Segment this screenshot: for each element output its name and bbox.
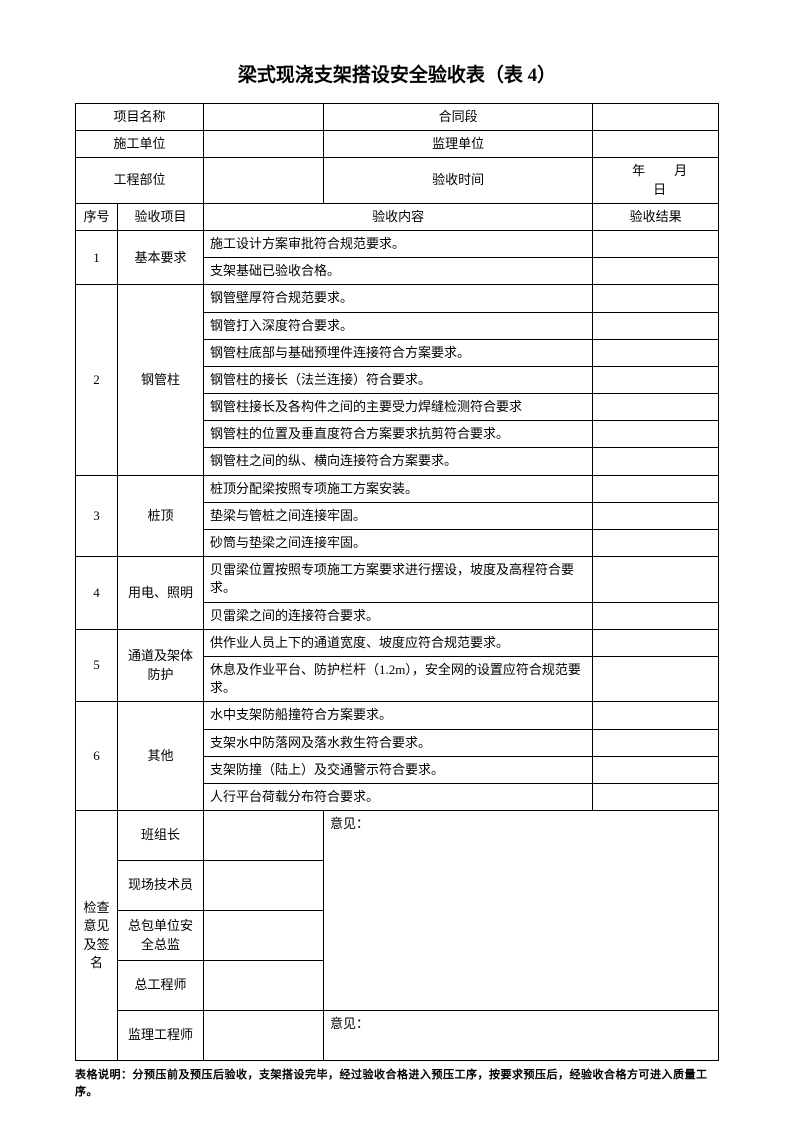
contract-section-label: 合同段	[324, 104, 593, 131]
content-cell: 休息及作业平台、防护栏杆（1.2m），安全网的设置应符合规范要求。	[204, 656, 593, 701]
contractor-safety-value	[204, 911, 324, 961]
site-tech-value	[204, 861, 324, 911]
content-cell: 钢管壁厚符合规范要求。	[204, 285, 593, 312]
table-row: 2 钢管柱 钢管壁厚符合规范要求。	[76, 285, 719, 312]
result-cell	[593, 629, 719, 656]
result-cell	[593, 702, 719, 729]
result-cell	[593, 729, 719, 756]
result-cell	[593, 230, 719, 257]
column-header-row: 序号 验收项目 验收内容 验收结果	[76, 203, 719, 230]
chief-engineer-label: 总工程师	[118, 961, 204, 1011]
content-cell: 水中支架防船撞符合方案要求。	[204, 702, 593, 729]
opinion-cell-2: 意见：	[324, 1011, 719, 1061]
content-cell: 钢管柱的位置及垂直度符合方案要求抗剪符合要求。	[204, 421, 593, 448]
content-cell: 贝雷梁位置按照专项施工方案要求进行摆设，坡度及高程符合要求。	[204, 557, 593, 602]
col-result: 验收结果	[593, 203, 719, 230]
content-cell: 施工设计方案审批符合规范要求。	[204, 230, 593, 257]
seq-cell: 1	[76, 230, 118, 284]
supervisor-engineer-label: 监理工程师	[118, 1011, 204, 1061]
col-item: 验收项目	[118, 203, 204, 230]
footnote: 表格说明：分预压前及预压后验收，支架搭设完毕，经过验收合格进入预压工序，按要求预…	[75, 1067, 719, 1100]
table-row: 3 桩顶 桩顶分配梁按照专项施工方案安装。	[76, 475, 719, 502]
content-cell: 桩顶分配梁按照专项施工方案安装。	[204, 475, 593, 502]
content-cell: 钢管柱底部与基础预埋件连接符合方案要求。	[204, 339, 593, 366]
item-cell: 基本要求	[118, 230, 204, 284]
content-cell: 钢管柱之间的纵、横向连接符合方案要求。	[204, 448, 593, 475]
seq-cell: 4	[76, 557, 118, 630]
result-cell	[593, 258, 719, 285]
acceptance-table: 项目名称 合同段 施工单位 监理单位 工程部位 验收时间 年 月 日 序号 验收…	[75, 103, 719, 1061]
result-cell	[593, 602, 719, 629]
content-cell: 钢管柱的接长（法兰连接）符合要求。	[204, 366, 593, 393]
result-cell	[593, 285, 719, 312]
supervisor-engineer-value	[204, 1011, 324, 1061]
contractor-safety-label: 总包单位安全总监	[118, 911, 204, 961]
table-row: 5 通道及架体防护 供作业人员上下的通道宽度、坡度应符合规范要求。	[76, 629, 719, 656]
construction-unit-value	[204, 131, 324, 158]
content-cell: 垫梁与管桩之间连接牢固。	[204, 502, 593, 529]
result-cell	[593, 656, 719, 701]
content-cell: 钢管柱接长及各构件之间的主要受力焊缝检测符合要求	[204, 394, 593, 421]
team-leader-label: 班组长	[118, 811, 204, 861]
table-row: 6 其他 水中支架防船撞符合方案要求。	[76, 702, 719, 729]
item-cell: 钢管柱	[118, 285, 204, 475]
result-cell	[593, 421, 719, 448]
header-row-3: 工程部位 验收时间 年 月 日	[76, 158, 719, 203]
result-cell	[593, 448, 719, 475]
page-title: 梁式现浇支架搭设安全验收表（表 4）	[75, 60, 719, 87]
signature-group-label: 检查意见及签名	[76, 811, 118, 1061]
result-cell	[593, 783, 719, 810]
col-content: 验收内容	[204, 203, 593, 230]
item-cell: 通道及架体防护	[118, 629, 204, 702]
result-cell	[593, 530, 719, 557]
result-cell	[593, 756, 719, 783]
result-cell	[593, 557, 719, 602]
signature-row: 检查意见及签名 班组长 意见：	[76, 811, 719, 861]
accept-time-value: 年 月 日	[593, 158, 719, 203]
result-cell	[593, 339, 719, 366]
item-cell: 其他	[118, 702, 204, 811]
contract-section-value	[593, 104, 719, 131]
accept-time-label: 验收时间	[324, 158, 593, 203]
content-cell: 人行平台荷载分布符合要求。	[204, 783, 593, 810]
result-cell	[593, 312, 719, 339]
seq-cell: 6	[76, 702, 118, 811]
content-cell: 支架基础已验收合格。	[204, 258, 593, 285]
content-cell: 支架防撞（陆上）及交通警示符合要求。	[204, 756, 593, 783]
seq-cell: 3	[76, 475, 118, 557]
table-row: 1 基本要求 施工设计方案审批符合规范要求。	[76, 230, 719, 257]
signature-row: 监理工程师 意见：	[76, 1011, 719, 1061]
table-row: 4 用电、照明 贝雷梁位置按照专项施工方案要求进行摆设，坡度及高程符合要求。	[76, 557, 719, 602]
project-part-label: 工程部位	[76, 158, 204, 203]
col-seq: 序号	[76, 203, 118, 230]
seq-cell: 5	[76, 629, 118, 702]
content-cell: 贝雷梁之间的连接符合要求。	[204, 602, 593, 629]
chief-engineer-value	[204, 961, 324, 1011]
result-cell	[593, 502, 719, 529]
site-tech-label: 现场技术员	[118, 861, 204, 911]
content-cell: 供作业人员上下的通道宽度、坡度应符合规范要求。	[204, 629, 593, 656]
content-cell: 支架水中防落网及落水救生符合要求。	[204, 729, 593, 756]
result-cell	[593, 475, 719, 502]
opinion-cell-1: 意见：	[324, 811, 719, 1011]
project-name-value	[204, 104, 324, 131]
item-cell: 桩顶	[118, 475, 204, 557]
supervision-unit-value	[593, 131, 719, 158]
result-cell	[593, 394, 719, 421]
item-cell: 用电、照明	[118, 557, 204, 630]
project-name-label: 项目名称	[76, 104, 204, 131]
seq-cell: 2	[76, 285, 118, 475]
content-cell: 钢管打入深度符合要求。	[204, 312, 593, 339]
construction-unit-label: 施工单位	[76, 131, 204, 158]
result-cell	[593, 366, 719, 393]
supervision-unit-label: 监理单位	[324, 131, 593, 158]
team-leader-value	[204, 811, 324, 861]
header-row-1: 项目名称 合同段	[76, 104, 719, 131]
header-row-2: 施工单位 监理单位	[76, 131, 719, 158]
content-cell: 砂筒与垫梁之间连接牢固。	[204, 530, 593, 557]
project-part-value	[204, 158, 324, 203]
